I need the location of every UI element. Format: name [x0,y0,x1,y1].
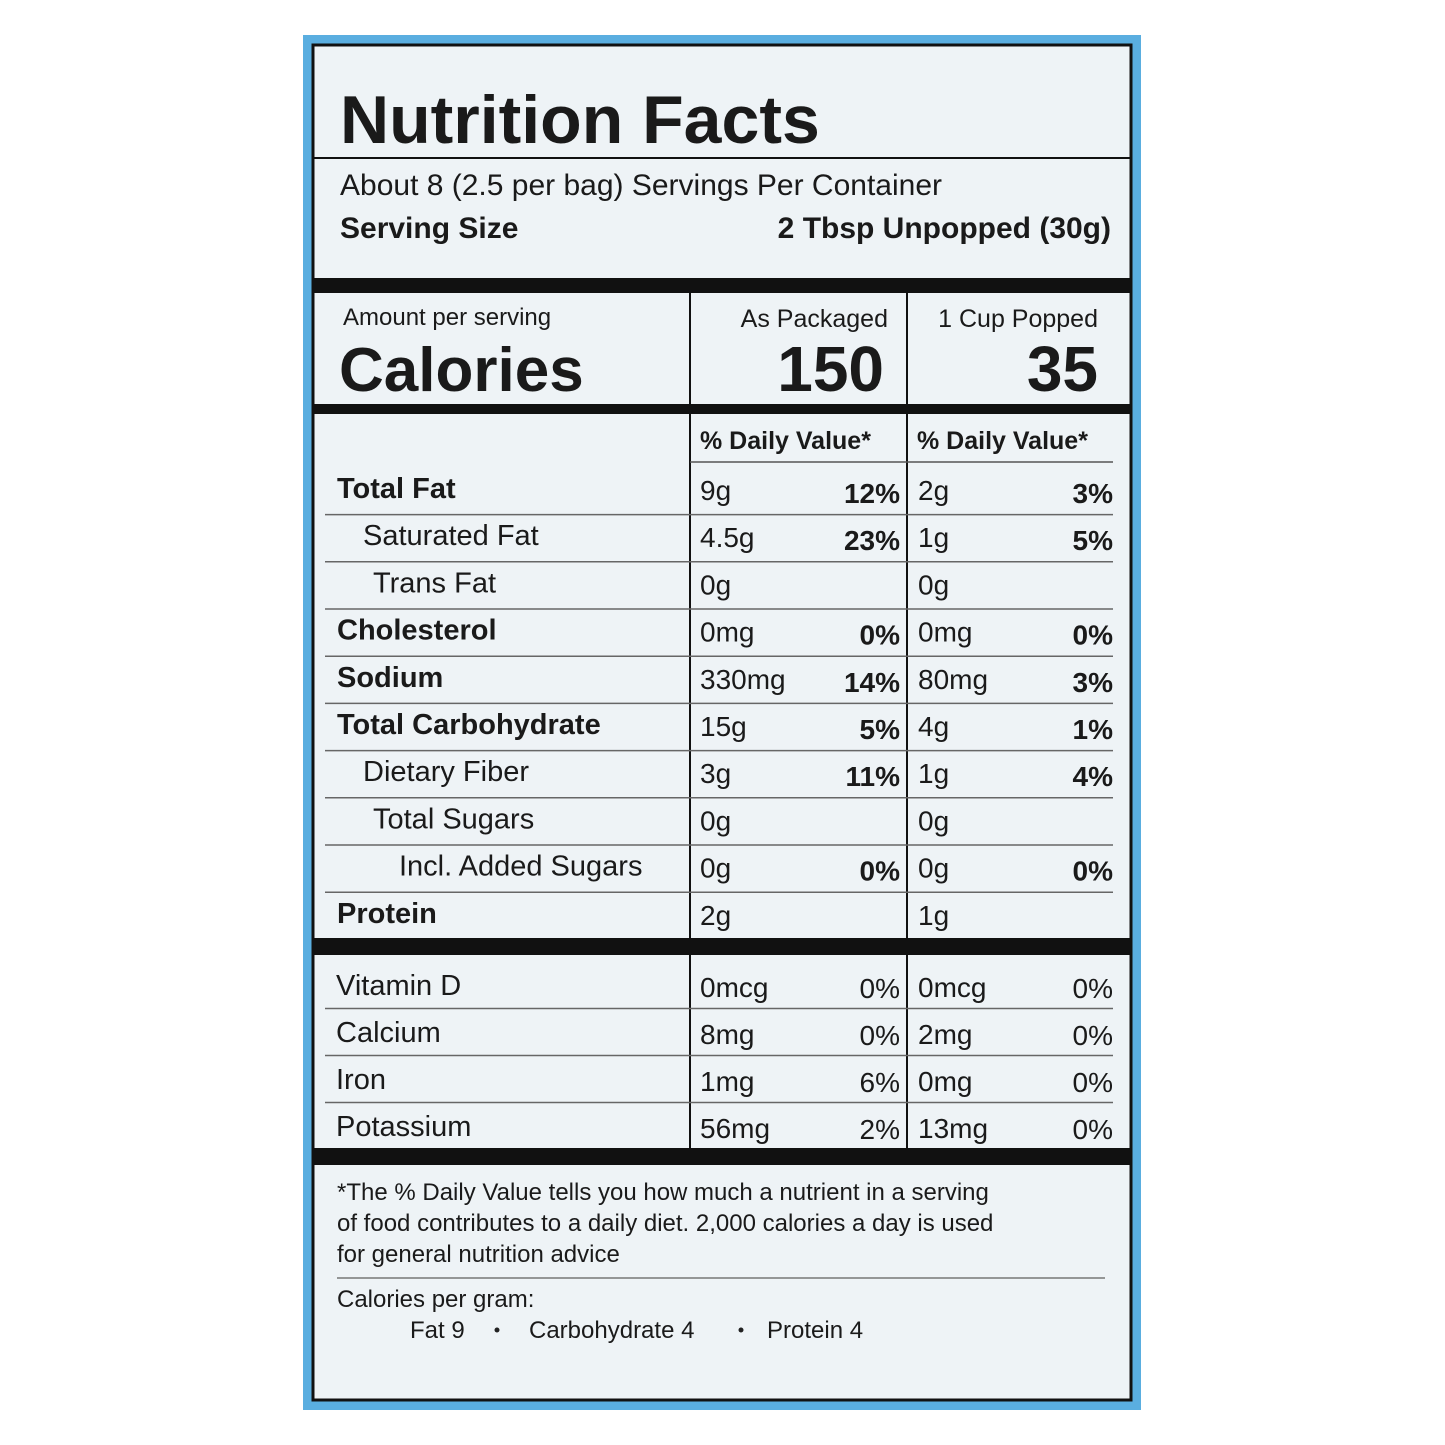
serving-size-value: 2 Tbsp Unpopped (30g) [778,212,1111,245]
vitamin-amount: 0mg [918,1066,972,1097]
serving-size-label: Serving Size [340,212,518,245]
nutrient-dv: 0% [860,856,901,887]
vitamin-amount: 2mg [918,1019,972,1050]
footnote: *The % Daily Value tells you how much a … [337,1179,989,1206]
column-header: 1 Cup Popped [938,305,1098,333]
nutrient-dv: 14% [844,667,900,698]
vitamin-dv: 6% [860,1067,900,1098]
nutrient-dv: 3% [1073,478,1114,509]
nutrient-name: Sodium [337,662,443,694]
thick-rule [313,404,1131,414]
nutrient-name: Total Fat [337,473,456,505]
nutrient-amount: 0g [700,569,731,600]
label-panel [311,43,1133,1402]
nutrient-name: Protein [337,898,437,930]
bullet [494,1327,500,1333]
nutrient-amount: 0g [918,853,949,884]
footnote: for general nutrition advice [337,1241,620,1268]
nutrient-dv: 1% [1073,714,1114,745]
nutrient-name: Total Sugars [373,803,534,835]
nutrient-dv: 4% [1073,761,1114,792]
vitamin-amount: 56mg [700,1113,770,1144]
footnote: of food contributes to a daily diet. 2,0… [337,1210,993,1237]
dv-header: % Daily Value* [917,427,1088,455]
nutrient-amount: 2g [700,900,731,931]
nutrient-amount: 0mg [918,617,972,648]
nutrient-dv: 5% [860,714,901,745]
thick-rule [313,278,1131,293]
vitamin-amount: 0mcg [700,972,768,1003]
vitamin-amount: 1mg [700,1066,754,1097]
bullet [738,1327,744,1333]
vitamin-dv: 0% [1073,1020,1113,1051]
vitamin-name: Iron [336,1064,386,1096]
vitamin-name: Potassium [336,1111,471,1143]
nutrient-amount: 3g [700,758,731,789]
vitamin-dv: 0% [1073,1114,1113,1145]
nutrient-name: Trans Fat [373,567,496,599]
nutrient-name: Total Carbohydrate [337,709,601,741]
nutrient-amount: 80mg [918,664,988,695]
nutrient-amount: 0g [918,805,949,836]
calories-value: 150 [777,333,884,405]
title: Nutrition Facts [340,82,820,158]
vitamin-dv: 2% [860,1114,900,1145]
amount-label: Amount per serving [343,304,551,331]
vitamin-amount: 8mg [700,1019,754,1050]
nutrient-dv: 3% [1073,667,1114,698]
calories-per-gram-item: Fat 9 [410,1317,465,1344]
nutrient-amount: 1g [918,900,949,931]
nutrient-amount: 1g [918,522,949,553]
nutrient-amount: 2g [918,475,949,506]
nutrient-dv: 0% [860,620,901,651]
nutrient-name: Dietary Fiber [363,756,529,788]
vitamin-amount: 0mcg [918,972,986,1003]
servings: About 8 (2.5 per bag) Servings Per Conta… [340,169,942,202]
dv-header: % Daily Value* [700,427,871,455]
vitamin-name: Calcium [336,1017,441,1049]
calories-label: Calories [339,336,584,405]
nutrient-amount: 4.5g [700,522,755,553]
calories-value: 35 [1027,333,1098,405]
nutrient-amount: 4g [918,711,949,742]
nutrient-name: Cholesterol [337,615,497,647]
nutrient-dv: 0% [1073,856,1114,887]
nutrient-amount: 0g [918,569,949,600]
nutrient-amount: 0mg [700,617,754,648]
vitamin-amount: 13mg [918,1113,988,1144]
vitamin-name: Vitamin D [336,970,461,1002]
calories-per-gram-item: Protein 4 [767,1317,863,1344]
calories-per-gram-label: Calories per gram: [337,1286,534,1313]
nutrient-amount: 0g [700,853,731,884]
column-header: As Packaged [741,305,888,333]
vitamin-dv: 0% [860,1020,900,1051]
nutrient-amount: 15g [700,711,747,742]
calories-per-gram-item: Carbohydrate 4 [529,1317,694,1344]
thick-rule [313,938,1131,955]
nutrient-name: Incl. Added Sugars [399,851,642,883]
nutrient-amount: 1g [918,758,949,789]
vitamin-dv: 0% [1073,973,1113,1004]
nutrient-amount: 330mg [700,664,786,695]
thick-rule [313,1148,1131,1165]
vitamin-dv: 0% [1073,1067,1113,1098]
nutrient-amount: 9g [700,475,731,506]
nutrient-amount: 0g [700,805,731,836]
nutrient-dv: 23% [844,525,900,556]
nutrient-name: Saturated Fat [363,520,539,552]
nutrient-dv: 12% [844,478,900,509]
nutrient-dv: 5% [1073,525,1114,556]
nutrient-dv: 11% [846,761,901,792]
nutrient-dv: 0% [1073,620,1114,651]
vitamin-dv: 0% [860,973,900,1004]
